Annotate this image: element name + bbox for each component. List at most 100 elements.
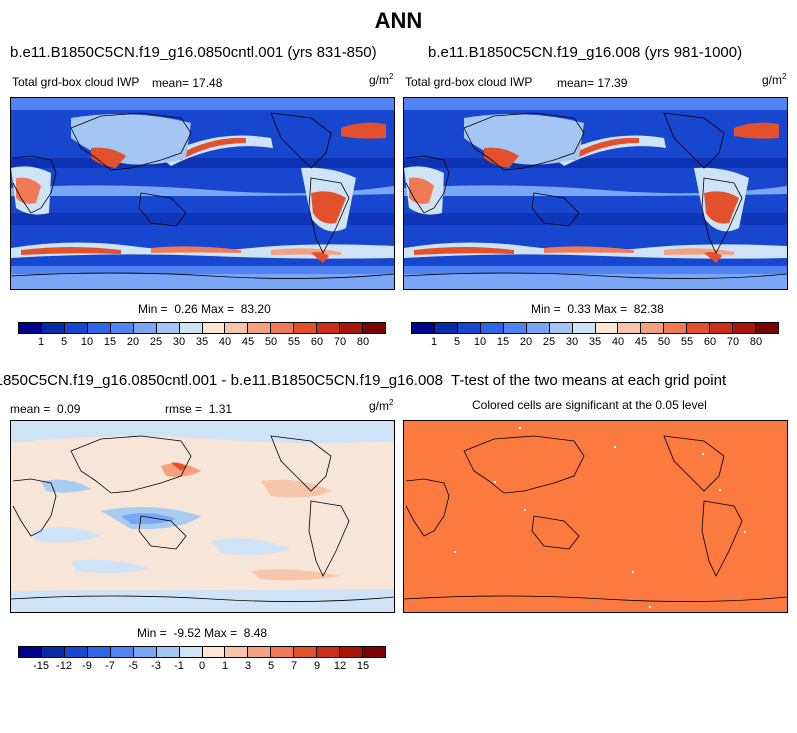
colorbar-cell (110, 647, 134, 657)
colorbar-tick-label: 1 (430, 336, 438, 348)
colorbar-tick-label: 15 (103, 336, 117, 348)
colorbar-tick-label: 45 (634, 336, 648, 348)
colorbar-tick-label: 70 (726, 336, 740, 348)
colorbar-cell (549, 323, 573, 333)
panel2-units: g/m2 (762, 72, 787, 87)
colorbar-tick-label: -3 (151, 660, 161, 672)
panel3-minmax: Min = -9.52 Max = 8.48 (137, 626, 268, 640)
panel1-mean: mean= 17.48 (152, 76, 223, 90)
panel2-minmax: Min = 0.33 Max = 82.38 (531, 302, 664, 316)
colorbar-cell (133, 323, 157, 333)
colorbar-tick-label: 80 (749, 336, 763, 348)
colorbar-tick-label: 35 (588, 336, 602, 348)
colorbar-tick-label: 25 (542, 336, 556, 348)
colorbar-cell (271, 323, 295, 333)
colorbar-cell (363, 647, 385, 657)
colorbar-cell (526, 323, 550, 333)
panel4-title: T-test of the two means at each grid poi… (451, 372, 727, 389)
colorbar-tick-label: 55 (680, 336, 694, 348)
colorbar-cell (133, 647, 157, 657)
colorbar-tick-label: 55 (287, 336, 301, 348)
colorbar-cell (618, 323, 642, 333)
colorbar-tick-label: 60 (310, 336, 324, 348)
colorbar-tick-label: 80 (356, 336, 370, 348)
colorbar-cell (225, 323, 249, 333)
colorbar-cell (64, 647, 88, 657)
colorbar-cell (733, 323, 757, 333)
colorbar-tick-label: 50 (657, 336, 671, 348)
colorbar-cell (41, 647, 65, 657)
colorbar-tick-label: 50 (264, 336, 278, 348)
colorbar-tick-label: -1 (174, 660, 184, 672)
colorbar-cell (41, 323, 65, 333)
colorbar-tick-label: -15 (33, 660, 49, 672)
panel4-map (403, 420, 788, 613)
colorbar-cell (595, 323, 619, 333)
panel1-units: g/m2 (369, 72, 394, 87)
panel3-title: b.e11.B1850C5CN.f19_g16.0850cntl.001 - b… (0, 372, 443, 389)
panel3-title-clip: b.e11.B1850C5CN.f19_g16.0850cntl.001 - b… (0, 372, 455, 392)
colorbar-tick-label: 3 (244, 660, 252, 672)
panel3-colorbar (18, 646, 386, 658)
colorbar-cell (294, 323, 318, 333)
panel1-map (10, 97, 395, 290)
panel1-minmax: Min = 0.26 Max = 83.20 (138, 302, 271, 316)
colorbar-cell (179, 323, 203, 333)
colorbar-cell (179, 647, 203, 657)
colorbar-tick-label: 70 (333, 336, 347, 348)
colorbar-tick-label: -7 (105, 660, 115, 672)
panel3-map (10, 420, 395, 613)
panel1-variable: Total grd-box cloud IWP (12, 75, 140, 89)
colorbar-cell (340, 323, 364, 333)
colorbar-tick-label: 40 (218, 336, 232, 348)
colorbar-tick-label: 12 (333, 660, 347, 672)
colorbar-tick-label: 10 (80, 336, 94, 348)
colorbar-cell (156, 647, 180, 657)
colorbar-cell (19, 323, 42, 333)
colorbar-cell (503, 323, 527, 333)
colorbar-tick-label: 5 (60, 336, 68, 348)
panel2-variable: Total grd-box cloud IWP (405, 75, 533, 89)
colorbar-cell (294, 647, 318, 657)
colorbar-tick-label: 5 (453, 336, 461, 348)
colorbar-cell (225, 647, 249, 657)
colorbar-tick-label: -9 (82, 660, 92, 672)
colorbar-cell (687, 323, 711, 333)
colorbar-cell (756, 323, 778, 333)
colorbar-tick-label: 45 (241, 336, 255, 348)
panel2-colorbar-labels: 1 5 10 15 20 25 30 35 40 45 50 55 60 70 80 (411, 336, 779, 350)
colorbar-tick-label: 9 (313, 660, 321, 672)
colorbar-cell (317, 647, 341, 657)
colorbar-tick-label: 20 (126, 336, 140, 348)
colorbar-cell (457, 323, 481, 333)
colorbar-cell (202, 647, 226, 657)
colorbar-cell (412, 323, 435, 333)
panel3-rmse: rmse = 1.31 (165, 402, 233, 416)
panel1-colorbar-labels: 1 5 10 15 20 25 30 35 40 45 50 55 60 70 80 (18, 336, 386, 350)
colorbar-cell (248, 647, 272, 657)
colorbar-tick-label: 25 (149, 336, 163, 348)
colorbar-cell (64, 323, 88, 333)
colorbar-tick-label: 10 (473, 336, 487, 348)
colorbar-tick-label: 30 (565, 336, 579, 348)
colorbar-cell (434, 323, 458, 333)
panel3-mean: mean = 0.09 (10, 402, 81, 416)
panel3-units: g/m2 (369, 398, 394, 413)
colorbar-tick-label: 0 (198, 660, 206, 672)
panel3-colorbar-labels: -15 -12 -9 -7 -5 -3 -1 0 1 3 5 7 9 12 15 (18, 660, 386, 674)
colorbar-cell (340, 647, 364, 657)
panel2-colorbar (411, 322, 779, 334)
colorbar-tick-label: 30 (172, 336, 186, 348)
colorbar-tick-label: 5 (267, 660, 275, 672)
panel2-map (403, 97, 788, 290)
colorbar-tick-label: 60 (703, 336, 717, 348)
colorbar-cell (710, 323, 734, 333)
colorbar-cell (317, 323, 341, 333)
colorbar-cell (110, 323, 134, 333)
colorbar-cell (572, 323, 596, 333)
colorbar-tick-label: 35 (195, 336, 209, 348)
colorbar-tick-label: 1 (221, 660, 229, 672)
panel2-title: b.e11.B1850C5CN.f19_g16.008 (yrs 981-100… (428, 44, 743, 61)
figure-title: ANN (374, 8, 423, 33)
colorbar-cell (363, 323, 385, 333)
